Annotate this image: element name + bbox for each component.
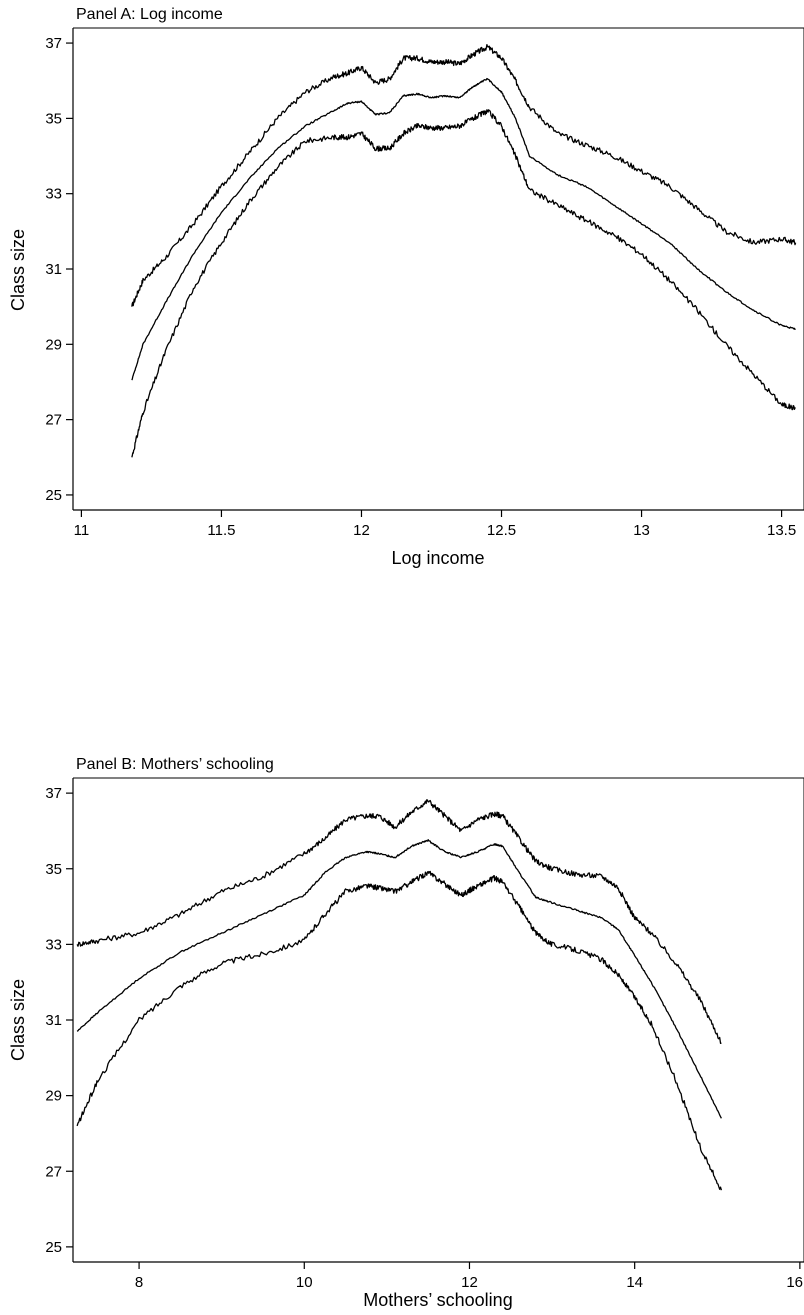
- panel-b-title: Panel B: Mothers’ schooling: [76, 756, 274, 773]
- panel-b-x-tick-label: 14: [626, 1274, 643, 1291]
- panel-b-y-tick-label: 35: [45, 861, 62, 878]
- panel-b-y-axis-title: Class size: [8, 979, 28, 1061]
- panel-b: Panel B: Mothers’ schooling 25 27 29 31 33 35…: [8, 756, 804, 1310]
- panel-a-y-ticks: 25 27 29 31 33 35 37: [45, 35, 73, 504]
- panel-b-upper-band-line: [76, 799, 722, 1045]
- panel-a-x-tick-label: 13: [633, 522, 650, 539]
- panel-a-x-tick-label: 12.5: [487, 522, 516, 539]
- panel-a-y-axis-title: Class size: [8, 229, 28, 311]
- panel-b-y-tick-label: 25: [45, 1239, 62, 1256]
- panel-b-lower-band-line: [76, 870, 723, 1191]
- panel-a-estimate-line: [131, 77, 796, 381]
- panel-b-y-tick-label: 31: [45, 1012, 62, 1029]
- panel-a-title: Panel A: Log income: [76, 6, 223, 23]
- panel-b-estimate-line: [76, 839, 722, 1119]
- panel-b-x-axis-title: Mothers’ schooling: [363, 1290, 512, 1310]
- panel-b-y-tick-label: 37: [45, 785, 62, 802]
- panel-a-x-axis-title: Log income: [391, 548, 484, 568]
- panel-b-y-tick-label: 33: [45, 936, 62, 953]
- panel-a-y-tick-label: 29: [45, 336, 62, 353]
- panel-a-lower-band-line: [131, 109, 796, 458]
- panel-b-x-ticks: 8 10 12 14 16: [135, 1262, 803, 1291]
- panel-b-y-ticks: 25 27 29 31 33 35 37: [45, 785, 73, 1256]
- panel-a-y-tick-label: 27: [45, 412, 62, 429]
- panel-a-x-tick-label: 11.5: [207, 522, 235, 539]
- panel-a-x-tick-label: 13.5: [767, 522, 796, 539]
- panel-a-x-tick-label: 12: [353, 522, 370, 539]
- panel-b-x-tick-label: 16: [786, 1274, 803, 1291]
- panel-a-y-tick-label: 35: [45, 110, 62, 127]
- panel-b-x-tick-label: 10: [296, 1274, 313, 1291]
- panel-b-y-tick-label: 29: [45, 1088, 62, 1105]
- panel-a-y-tick-label: 37: [45, 35, 62, 52]
- panel-a-y-tick-label: 31: [45, 261, 62, 278]
- panel-a-y-tick-label: 25: [45, 487, 62, 504]
- panel-a-x-tick-label: 11: [74, 522, 90, 539]
- panel-a-lines: [131, 43, 797, 458]
- panel-b-x-tick-label: 12: [461, 1274, 478, 1291]
- panel-b-x-tick-label: 8: [135, 1274, 143, 1291]
- panel-a: Panel A: Log income 25 27 29 31 33 35 37 11 11.…: [8, 6, 804, 568]
- panel-a-x-ticks: 11 11.5 12 12.5 13 13.5: [74, 510, 796, 539]
- panel-b-y-tick-label: 27: [45, 1163, 62, 1180]
- panel-b-lines: [76, 799, 723, 1191]
- panel-a-upper-band-line: [131, 43, 797, 307]
- panel-a-y-tick-label: 33: [45, 186, 62, 203]
